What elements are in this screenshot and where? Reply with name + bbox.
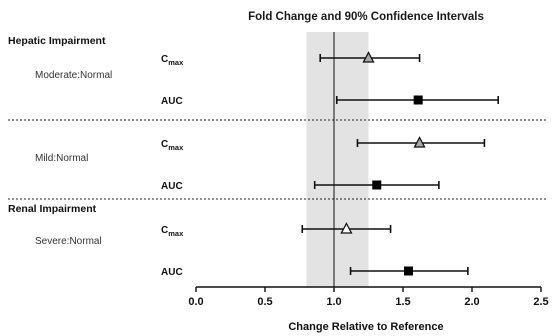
metric-label-3: Cmax xyxy=(161,139,184,152)
metric-label-4: AUC xyxy=(161,181,183,192)
comparison-label-3: Severe:Normal xyxy=(35,236,102,247)
group-label-3: Renal Impairment xyxy=(8,203,97,215)
x-axis-label: Change Relative to Reference xyxy=(288,321,443,333)
x-tick-label-4: 1.5 xyxy=(395,296,410,308)
x-tick-label-2: 0.5 xyxy=(257,296,272,308)
point-marker-1 xyxy=(362,51,375,63)
point-marker-4 xyxy=(372,180,382,190)
x-tick-label-1: 0.0 xyxy=(188,296,203,308)
point-marker-6 xyxy=(404,266,414,276)
group-label-1: Hepatic Impairment xyxy=(8,35,106,47)
metric-label-6: AUC xyxy=(161,267,183,278)
x-tick-label-5: 2.0 xyxy=(464,296,479,308)
x-tick-label-6: 2.5 xyxy=(533,296,548,308)
comparison-label-1: Moderate:Normal xyxy=(35,70,112,81)
comparison-label-2: Mild:Normal xyxy=(35,153,88,164)
point-marker-5 xyxy=(340,222,353,234)
metric-label-2: AUC xyxy=(161,96,183,107)
reference-band xyxy=(306,32,369,287)
x-tick-label-3: 1.0 xyxy=(326,296,341,308)
point-marker-2 xyxy=(413,95,423,105)
chart-title: Fold Change and 90% Confidence Intervals xyxy=(248,11,484,23)
point-marker-3 xyxy=(413,136,426,148)
metric-label-1: Cmax xyxy=(161,54,184,67)
metric-label-5: Cmax xyxy=(161,225,184,238)
